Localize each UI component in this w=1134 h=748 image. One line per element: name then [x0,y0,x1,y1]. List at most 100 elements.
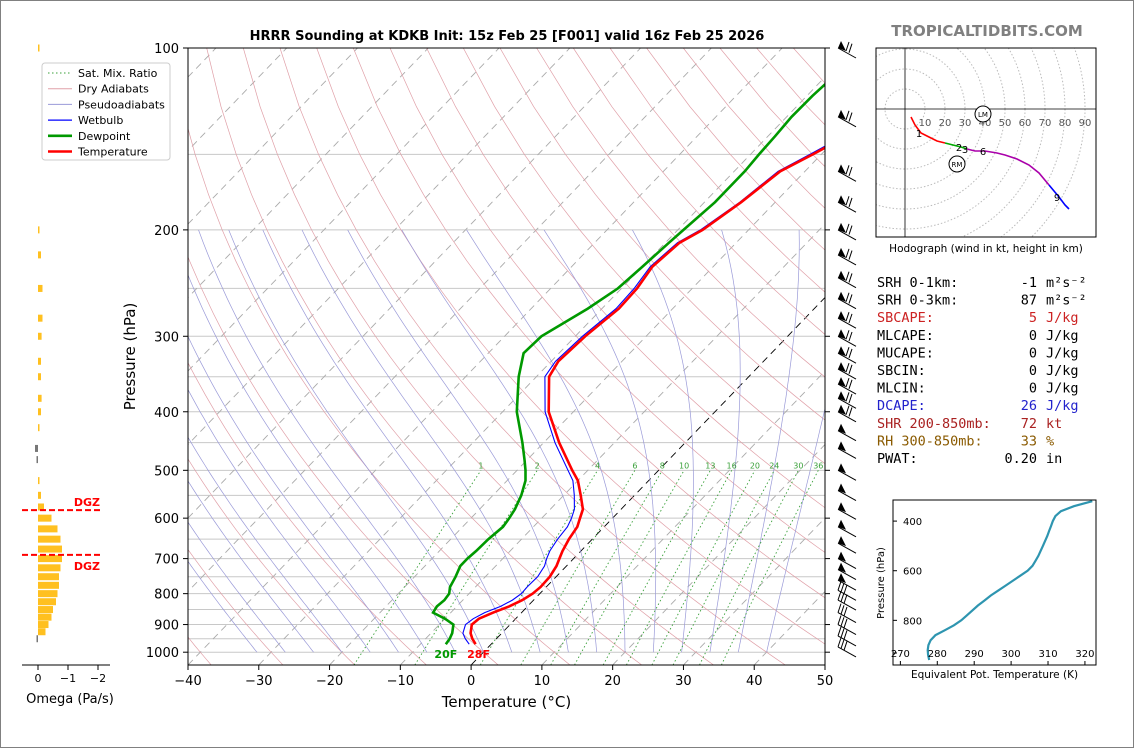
wind-barb [837,41,857,59]
wind-barb-feather [840,582,845,593]
hodograph-plot: 10 20 30 40 50 60 70 80 90 1 2 3 6 9 LM RM Hodograph (wi… [875,47,1097,255]
wind-barb-staff [837,116,857,128]
wind-barb-feather [840,628,845,638]
temperature-surface-label: 28F [467,648,490,661]
mixing-ratio-label: 2 [535,461,540,470]
isotherm [0,48,4,665]
param-value: 5 [1029,310,1037,326]
hodograph-caption: Hodograph (wind in kt, height in km) [889,243,1083,255]
wind-barb-flag [838,311,846,322]
wind-barb-feather [840,592,845,602]
wind-barb [837,346,857,364]
wind-barb-flag [838,423,846,434]
wind-barb-feather [848,364,853,374]
pseudoadiabat [632,229,694,653]
wind-barb-flag [838,247,846,258]
theta-e-x-tick-label: 300 [1002,649,1021,660]
omega-tick-label: −2 [90,672,106,685]
pseudoadiabat [188,480,314,653]
wind-barb-feather [845,165,850,175]
isotherm [824,664,825,665]
wind-barb-flag [838,463,846,474]
theta-e-x-axis-label: Equivalent Pot. Temperature (K) [911,669,1078,681]
wind-barb [837,164,857,182]
pseudoadiabat [466,229,626,653]
wind-barb-flag [838,41,846,51]
omega-bar [38,555,62,563]
omega-bar [38,514,52,522]
wind-barb-feather [840,639,845,649]
pseudoadiabat [188,273,428,653]
omega-bar [38,613,52,621]
wind-barb [837,222,857,241]
wind-barb-flag [838,222,846,233]
wind-barb-staff [837,254,857,266]
omega-bar [38,598,56,606]
omega-bar [38,573,59,581]
param-value: 0 [1029,345,1037,361]
x-tick-label: −40 [174,674,201,689]
wind-barb-flag [838,291,846,302]
storm-motion-label: RM [952,161,963,169]
hodograph-ring-label: 80 [1059,118,1072,129]
hodograph-ring-label: 10 [919,118,932,129]
storm-motion-marker [974,105,992,123]
dry-adiabat [536,48,825,378]
param-unit: J/kg [1046,328,1079,344]
legend-entry: Sat. Mix. Ratio [78,67,158,80]
omega-bar [38,44,40,52]
x-tick-label: 0 [467,674,475,689]
wind-barb-staff [837,170,857,182]
param-label: SBCIN: [877,363,926,379]
wind-barb-feather [845,405,850,415]
wind-barb-staff [837,397,857,409]
param-label: SRH 0-1km: [877,275,958,291]
legend-entry: Pseudoadiabats [78,98,165,111]
wind-barb-staff [837,542,857,554]
wind-barb-feather [845,312,850,322]
wind-barb-feather [840,605,845,615]
wind-barb-feather [837,637,842,648]
y-tick-label: 100 [154,42,179,57]
wind-barb-flag [838,536,846,547]
wind-barb-staff [837,298,857,310]
wind-barb [837,311,857,329]
wind-barb-flag [838,573,846,584]
pseudoadiabat [543,229,657,653]
wind-barb [837,404,857,423]
wind-barb-flag [838,562,846,573]
wind-barb-feather [845,248,850,259]
x-tick-label: 30 [675,674,692,689]
wind-barb-feather [845,196,850,206]
wind-barb [837,441,857,459]
wind-barb-feather [843,584,848,594]
mixing-ratio-label: 13 [705,461,715,470]
skewt-title: HRRR Sounding at KDKB Init: 15z Feb 25 [… [250,29,765,44]
omega-bar [38,545,62,553]
theta-e-x-tick-label: 280 [928,649,947,660]
wind-barb-flag [838,164,846,175]
mixing-ratio-line [550,470,663,665]
wind-barb-flag [838,195,846,206]
wind-barb [837,603,857,624]
wind-barb-feather [843,630,848,640]
wind-barb [837,615,857,635]
wind-barb-feather [848,407,853,417]
hodograph-height-label: 3 [962,145,968,156]
mixing-ratio-line [626,470,733,665]
omega-bar [38,606,53,614]
wind-barb-flag [838,329,846,340]
wind-barb-feather [845,41,850,52]
wind-barb [837,291,857,310]
hodograph-ring-label: 70 [1039,118,1052,129]
wind-barb-feather [848,379,853,389]
wind-barb-feather [845,223,850,234]
hodograph-trace [944,142,968,150]
skewt-background: 1 2 4 6 8 10 13 16 20 24 30 36 [0,48,825,665]
wind-barb [837,581,857,601]
wind-barb [837,362,857,380]
legend-entry: Dry Adiabats [78,83,149,96]
wind-barb-flag [838,404,846,415]
theta-e-y-tick-label: 600 [903,567,922,578]
wind-barb-feather [845,330,850,340]
